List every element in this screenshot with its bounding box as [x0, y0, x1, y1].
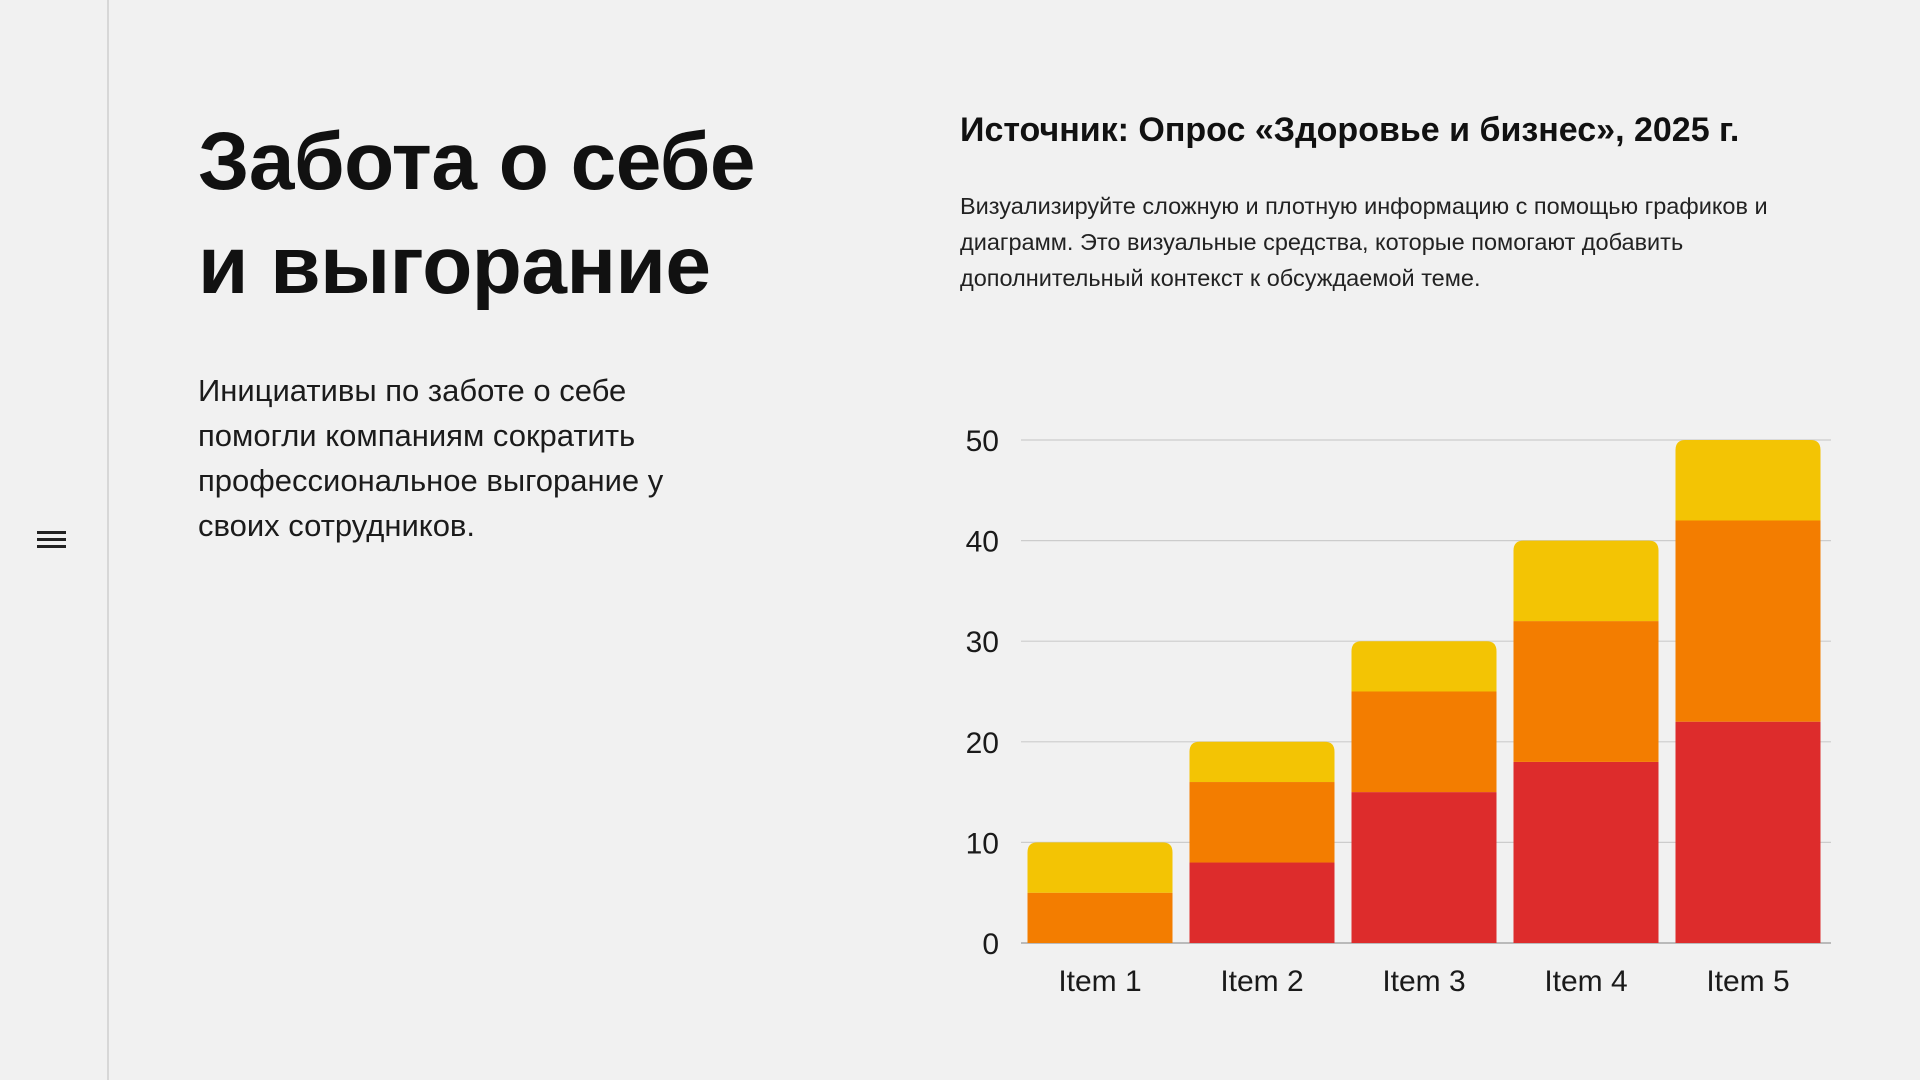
description-paragraph: Визуализируйте сложную и плотную информа…	[960, 193, 1768, 291]
bar-segment	[1675, 520, 1821, 722]
bar-segment	[1189, 862, 1335, 943]
lead-paragraph: Инициативы по заботе о себе помогли комп…	[198, 373, 664, 543]
title-line-2: и выгорание	[198, 220, 711, 311]
x-tick-label: Item 5	[1706, 965, 1789, 998]
bar-segment	[1351, 691, 1497, 793]
bar-segment	[1351, 641, 1497, 692]
y-tick-label: 30	[966, 626, 999, 659]
x-tick-label: Item 3	[1382, 965, 1465, 998]
left-rail	[0, 0, 109, 1080]
bar-segment	[1351, 792, 1497, 943]
bar-segment	[1675, 440, 1821, 521]
bar-segment	[1027, 842, 1173, 893]
title-line-1: Забота о себе	[198, 116, 755, 207]
x-tick-label: Item 2	[1220, 965, 1303, 998]
y-tick-label: 0	[982, 928, 999, 961]
x-tick-label: Item 4	[1544, 965, 1627, 998]
chart-svg: 0 10 20 30 40 50 Item 1 Item 2 Item 3 Item 4 Item …	[966, 425, 1831, 998]
hamburger-menu-icon[interactable]	[35, 527, 68, 553]
x-tick-label: Item 1	[1058, 965, 1141, 998]
y-tick-label: 40	[966, 526, 999, 559]
y-tick-label: 10	[966, 827, 999, 860]
bar-segment	[1675, 721, 1821, 943]
bar-segment	[1513, 540, 1659, 622]
bar-segment	[1513, 621, 1659, 762]
bar-segment	[1027, 892, 1173, 943]
source-heading: Источник: Опрос «Здоровье и бизнес», 202…	[960, 111, 1740, 149]
bar-segment	[1189, 741, 1335, 783]
y-tick-label: 20	[966, 727, 999, 760]
right-column: Источник: Опрос «Здоровье и бизнес», 202…	[960, 106, 1840, 296]
page-title: Забота о себе и выгорание	[198, 110, 818, 318]
bar-segment	[1513, 761, 1659, 943]
y-tick-label: 50	[966, 425, 999, 458]
stacked-bar-chart: 0 10 20 30 40 50 Item 1 Item 2 Item 3 Item 4 Item …	[940, 405, 1840, 1020]
left-column: Забота о себе и выгорание Инициативы по …	[198, 110, 818, 548]
bar-segment	[1189, 782, 1335, 863]
